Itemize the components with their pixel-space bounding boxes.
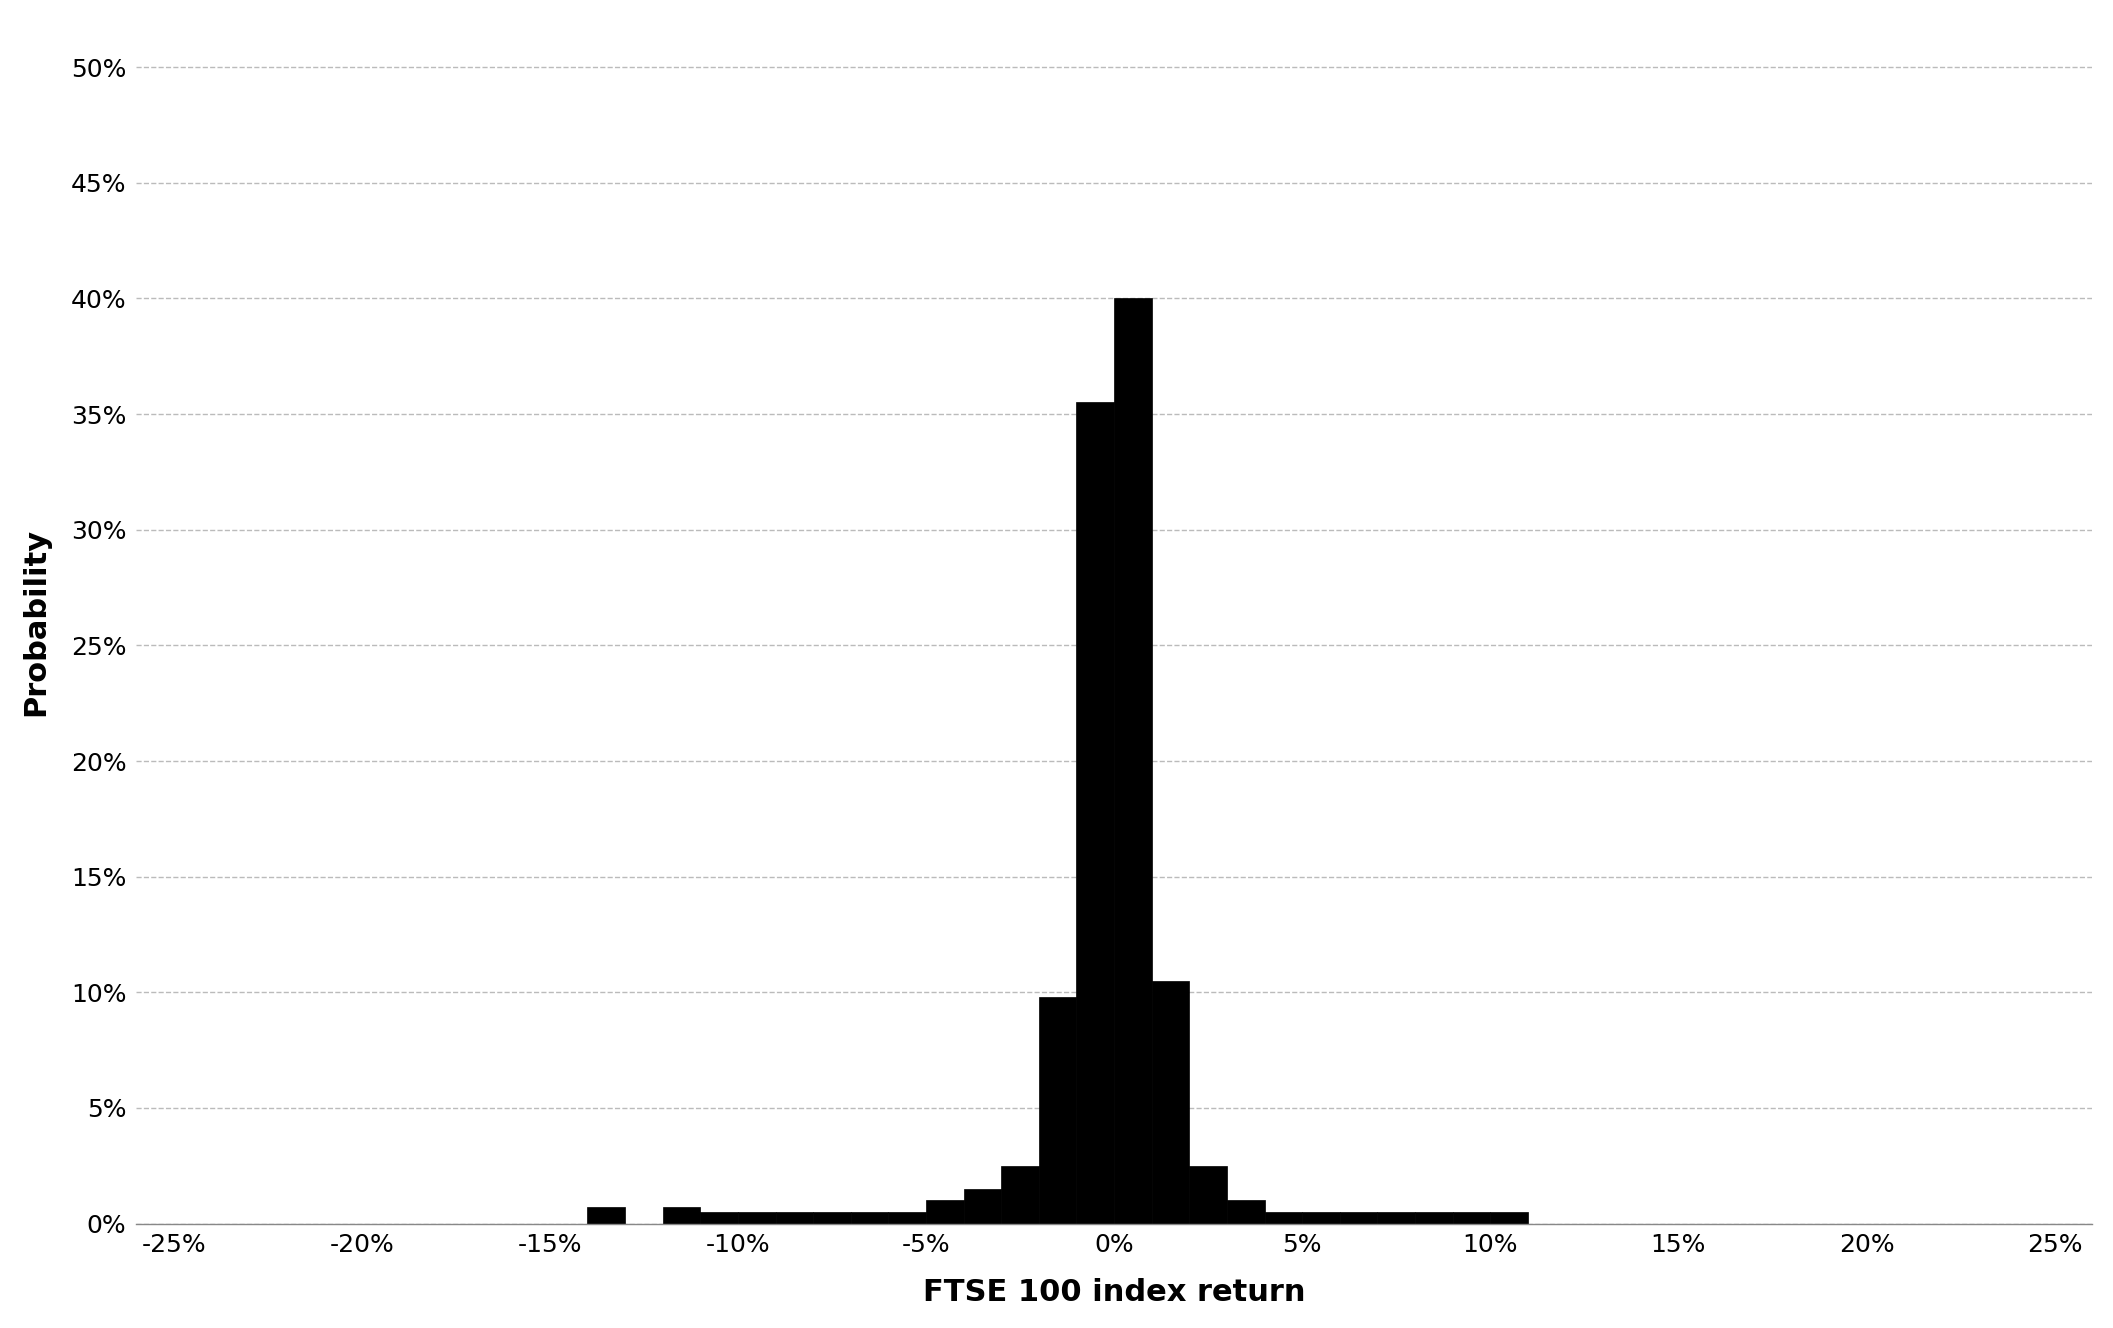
Bar <box>1002 1166 1040 1223</box>
Bar <box>737 1212 775 1223</box>
Bar <box>699 1212 737 1223</box>
Bar <box>1152 981 1190 1223</box>
Bar <box>1264 1212 1302 1223</box>
Bar <box>1378 1212 1416 1223</box>
Bar <box>1114 299 1152 1223</box>
Bar <box>1076 402 1114 1223</box>
Y-axis label: Probability: Probability <box>21 529 51 716</box>
Bar <box>925 1201 964 1223</box>
Bar <box>887 1212 925 1223</box>
Bar <box>964 1189 1002 1223</box>
Bar <box>1340 1212 1378 1223</box>
Bar <box>1416 1212 1452 1223</box>
Bar <box>663 1207 699 1223</box>
Bar <box>852 1212 887 1223</box>
Bar <box>1228 1201 1264 1223</box>
Bar <box>814 1212 852 1223</box>
Bar <box>1490 1212 1528 1223</box>
Bar <box>775 1212 814 1223</box>
Bar <box>1302 1212 1340 1223</box>
Bar <box>1452 1212 1490 1223</box>
Bar <box>587 1207 625 1223</box>
X-axis label: FTSE 100 index return: FTSE 100 index return <box>923 1278 1306 1307</box>
Bar <box>1040 997 1076 1223</box>
Bar <box>1190 1166 1228 1223</box>
